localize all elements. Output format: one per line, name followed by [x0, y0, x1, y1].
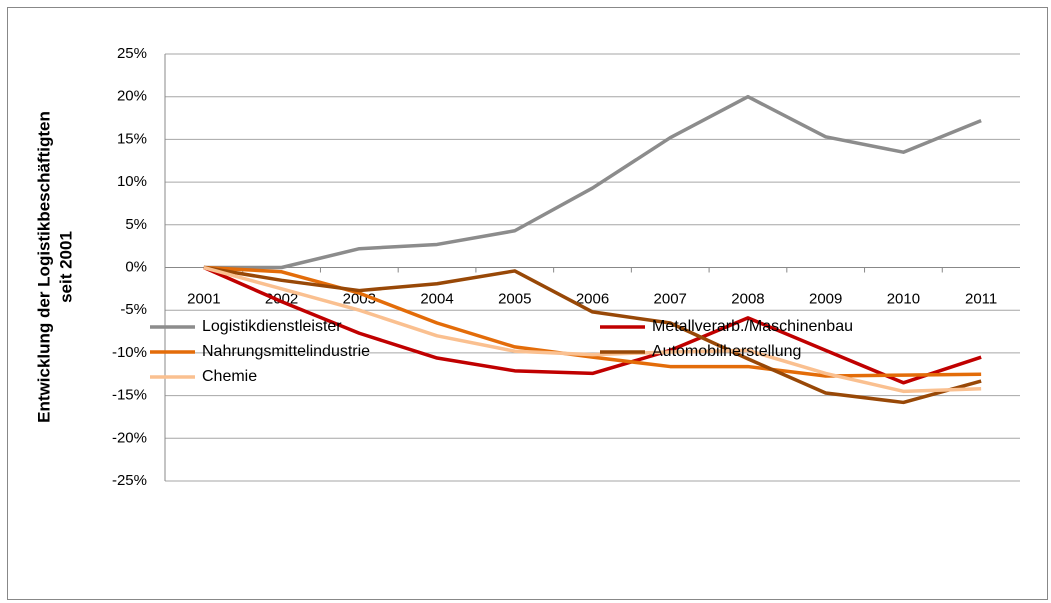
legend-label: Chemie: [202, 368, 257, 385]
legend-label: Metallverarb./Maschinenbau: [652, 318, 853, 335]
legend-label: Automobilherstellung: [652, 343, 801, 360]
y-tick-label: -15%: [112, 387, 147, 404]
series-line: [203, 94, 982, 270]
x-tick-label: 2011: [965, 290, 997, 307]
y-axis-title-line: seit 2001: [56, 231, 75, 303]
x-tick-label: 2010: [887, 290, 920, 307]
y-axis-title: Entwicklung der Logistikbeschäftigten se…: [34, 111, 75, 423]
legend-label: Nahrungsmittelindustrie: [202, 343, 370, 360]
x-tick-label: 2006: [576, 290, 609, 307]
y-tick-label: 0%: [125, 258, 147, 275]
y-tick-label: 10%: [117, 173, 147, 190]
y-tick-label: 15%: [117, 130, 147, 147]
chart-frame: [7, 7, 1048, 600]
x-tick-label: 2007: [654, 290, 687, 307]
x-tick-label: 2005: [498, 290, 531, 307]
legend-label: Logistikdienstleister: [202, 318, 342, 335]
series-line: [203, 265, 982, 394]
y-tick-label: -25%: [112, 472, 147, 489]
y-tick-label: 5%: [125, 216, 147, 233]
x-tick-label: 2009: [809, 290, 842, 307]
x-tick-label: 2001: [187, 290, 220, 307]
series-line: [203, 265, 982, 385]
x-tick-label: 2008: [731, 290, 764, 307]
y-tick-label: 20%: [117, 88, 147, 105]
y-tick-label: -20%: [112, 429, 147, 446]
y-tick-label: -5%: [120, 301, 147, 318]
y-tick-label: 25%: [117, 45, 147, 62]
y-tick-label: -10%: [112, 344, 147, 361]
series-line: [203, 265, 982, 405]
x-tick-label: 2004: [420, 290, 453, 307]
y-axis-title-line: Entwicklung der Logistikbeschäftigten: [34, 111, 53, 423]
